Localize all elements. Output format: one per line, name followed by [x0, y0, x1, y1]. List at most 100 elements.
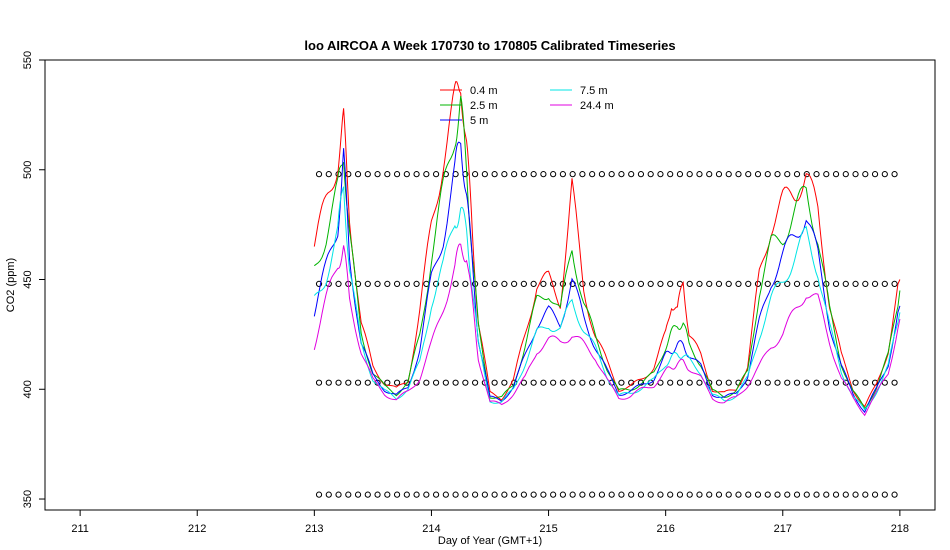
calibration-point [550, 379, 557, 386]
calibration-point [579, 379, 586, 386]
calibration-point [491, 379, 498, 386]
y-tick-label: 400 [22, 380, 34, 398]
calibration-point [452, 491, 459, 498]
calibration-point [501, 379, 508, 386]
calibration-point [384, 379, 391, 386]
calibration-point [803, 379, 810, 386]
calibration-point [393, 171, 401, 178]
calibration-point [842, 171, 849, 178]
calibration-point [832, 491, 840, 498]
calibration-point [862, 379, 869, 386]
calibration-point [403, 171, 410, 178]
calibration-point [774, 171, 781, 178]
calibration-point [852, 171, 859, 178]
y-tick-label: 350 [22, 490, 34, 508]
calibration-point [745, 280, 752, 288]
calibration-point [774, 491, 781, 498]
calibration-point [579, 171, 586, 178]
calibration-point [481, 171, 488, 178]
legend-label: 2.5 m [470, 100, 498, 112]
calibration-point [413, 280, 420, 288]
legend-label: 0.4 m [470, 85, 498, 97]
calibration-point [462, 379, 469, 386]
calibration-point [491, 491, 498, 498]
calibration-point [764, 171, 771, 178]
x-tick-label: 215 [539, 523, 557, 535]
calibration-point [823, 379, 830, 386]
x-axis: 211 212 213 214 215 216 217 218 [71, 510, 909, 535]
calibration-point [735, 280, 742, 288]
x-tick-label: 211 [71, 523, 89, 535]
calibration-point [676, 171, 684, 178]
calibration-point [881, 171, 888, 178]
calibration-point [550, 491, 557, 498]
calibration-point [374, 171, 381, 178]
calibration-point [540, 491, 547, 498]
y-tick-label: 550 [22, 51, 34, 69]
calibration-point [725, 379, 732, 386]
calibration-point [793, 280, 801, 288]
calibration-point [501, 491, 508, 498]
calibration-point [862, 491, 869, 498]
calibration-point [579, 491, 586, 498]
calibration-point [803, 280, 810, 288]
calibration-point [559, 171, 566, 178]
calibration-point [403, 491, 410, 498]
calibration-point [696, 379, 703, 386]
calibration-point [725, 491, 732, 498]
x-tick-label: 217 [774, 523, 792, 535]
calibration-point [813, 171, 820, 178]
calibration-point [686, 171, 693, 178]
calibration-point [618, 171, 625, 178]
calibration-point [686, 280, 693, 288]
calibration-point [345, 379, 352, 386]
series-line [313, 81, 901, 408]
calibration-point [706, 491, 713, 498]
calibration-point [315, 280, 323, 288]
y-tick-label: 450 [22, 270, 34, 288]
calibration-point [481, 491, 488, 498]
series-line [313, 95, 901, 410]
calibration-point [442, 280, 449, 288]
calibration-point [793, 379, 801, 386]
calibration-point [754, 171, 762, 178]
calibration-point [715, 280, 723, 288]
series-lines [313, 81, 901, 417]
calibration-point [832, 171, 840, 178]
calibration-point [852, 491, 859, 498]
legend-label: 24.4 m [580, 100, 614, 112]
calibration-point [345, 491, 352, 498]
calibration-point [657, 491, 664, 498]
calibration-point [364, 491, 371, 498]
calibration-point [706, 280, 713, 288]
calibration-point [891, 171, 898, 178]
calibration-point [559, 491, 566, 498]
x-axis-label: Day of Year (GMT+1) [438, 535, 542, 547]
calibration-point [784, 491, 791, 498]
calibration-point [647, 280, 654, 288]
calibration-point [637, 491, 645, 498]
calibration-point [315, 171, 323, 178]
calibration-point [442, 379, 449, 386]
calibration-point [618, 491, 625, 498]
calibration-point [891, 491, 898, 498]
x-tick-label: 213 [305, 523, 323, 535]
calibration-point [745, 491, 752, 498]
calibration-point [676, 379, 684, 386]
calibration-point [657, 280, 664, 288]
calibration-point [452, 379, 459, 386]
calibration-point [423, 171, 430, 178]
calibration-point [686, 379, 693, 386]
legend-label: 5 m [470, 115, 488, 127]
calibration-point [530, 280, 537, 288]
calibration-point [735, 171, 742, 178]
calibration-point [764, 379, 771, 386]
calibration-point [413, 171, 420, 178]
calibration-point [520, 491, 527, 498]
calibration-point [530, 171, 537, 178]
calibration-point [647, 171, 654, 178]
calibration-point [423, 491, 430, 498]
calibration-point [667, 379, 674, 386]
calibration-point [472, 491, 479, 498]
